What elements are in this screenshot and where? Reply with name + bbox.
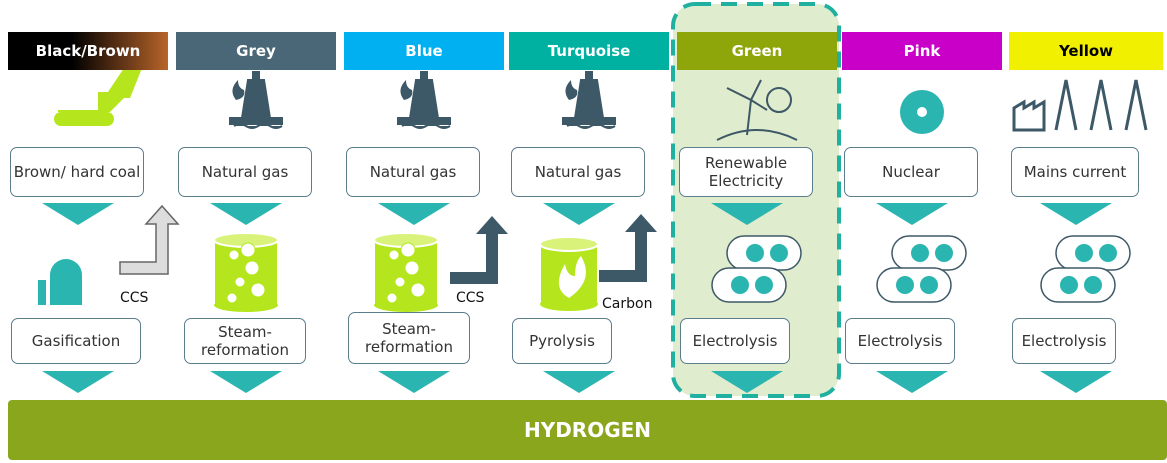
column-header: Grey bbox=[176, 32, 336, 70]
tracks bbox=[54, 112, 114, 126]
source-box: Brown/ hard coal bbox=[10, 147, 144, 197]
reformer-tank-bottom bbox=[214, 298, 278, 312]
flow-triangle bbox=[543, 371, 615, 393]
column-header: Green bbox=[677, 32, 837, 70]
process-box: Pyrolysis bbox=[512, 318, 612, 364]
flow-triangle bbox=[1040, 371, 1112, 393]
column-header: Pink bbox=[842, 32, 1002, 70]
factory-pylon-icon bbox=[1014, 80, 1146, 130]
source-box: Mains current bbox=[1011, 147, 1139, 197]
column-header: Yellow bbox=[1009, 32, 1163, 70]
molecule bbox=[746, 244, 764, 262]
molecule bbox=[1075, 244, 1093, 262]
column-header: Blue bbox=[344, 32, 504, 70]
bubble bbox=[387, 293, 397, 303]
flow-triangle bbox=[378, 203, 450, 225]
flow-triangle bbox=[378, 371, 450, 393]
flow-triangle bbox=[42, 371, 114, 393]
bubble bbox=[389, 250, 399, 260]
flow-triangle bbox=[543, 203, 615, 225]
molecule bbox=[911, 244, 929, 262]
molecule bbox=[770, 244, 788, 262]
bubble bbox=[411, 283, 425, 297]
nuclear-core bbox=[917, 107, 927, 117]
pyrolysis-tank-top bbox=[540, 237, 598, 251]
molecule bbox=[896, 276, 914, 294]
molecule bbox=[731, 276, 749, 294]
co2-arrow bbox=[599, 214, 657, 282]
source-box: Natural gas bbox=[511, 147, 645, 197]
process-box: Electrolysis bbox=[1012, 318, 1116, 364]
diagram: HYDROGEN Black/Brown Brown/ hard coal Gasi… bbox=[0, 0, 1167, 463]
bubble bbox=[235, 277, 245, 287]
column-header: Black/Brown bbox=[8, 32, 168, 70]
flow-triangle bbox=[876, 203, 948, 225]
flow-triangle bbox=[210, 203, 282, 225]
flow-triangle bbox=[42, 203, 114, 225]
molecule bbox=[1099, 244, 1117, 262]
flow-triangle bbox=[210, 371, 282, 393]
bubble bbox=[245, 261, 259, 275]
source-box: Natural gas bbox=[346, 147, 480, 197]
bubble bbox=[229, 250, 239, 260]
flame-icon bbox=[400, 80, 412, 100]
molecule bbox=[920, 276, 938, 294]
molecule bbox=[1084, 276, 1102, 294]
source-box: Nuclear bbox=[844, 147, 978, 197]
annotation: Carbon bbox=[602, 296, 652, 312]
flame-icon bbox=[565, 80, 577, 100]
process-box: Steam-reformation bbox=[184, 318, 306, 364]
bubble bbox=[241, 243, 255, 257]
bubble bbox=[395, 277, 405, 287]
molecule bbox=[1060, 276, 1078, 294]
co2-arrow bbox=[120, 206, 178, 274]
column-header: Turquoise bbox=[509, 32, 669, 70]
bubble bbox=[405, 261, 419, 275]
bubble bbox=[227, 293, 237, 303]
hydrogen-bar: HYDROGEN bbox=[8, 400, 1167, 460]
source-box: Renewable Electricity bbox=[679, 147, 813, 197]
annotation: CCS bbox=[456, 290, 484, 306]
flow-triangle bbox=[1040, 203, 1112, 225]
process-box: Electrolysis bbox=[845, 318, 955, 364]
molecule bbox=[935, 244, 953, 262]
gasifier-icon bbox=[38, 259, 82, 305]
process-box: Gasification bbox=[11, 318, 141, 364]
reformer-tank-bottom bbox=[374, 298, 438, 312]
process-box: Steam-reformation bbox=[348, 312, 470, 364]
flame-icon bbox=[232, 80, 244, 100]
annotation: CCS bbox=[120, 290, 148, 306]
flow-triangle bbox=[876, 371, 948, 393]
bubble bbox=[401, 243, 415, 257]
co2-arrow bbox=[450, 216, 508, 284]
molecule bbox=[755, 276, 773, 294]
pyrolysis-tank-bottom bbox=[540, 297, 598, 311]
bubble bbox=[251, 283, 265, 297]
process-box: Electrolysis bbox=[680, 318, 790, 364]
source-box: Natural gas bbox=[178, 147, 312, 197]
